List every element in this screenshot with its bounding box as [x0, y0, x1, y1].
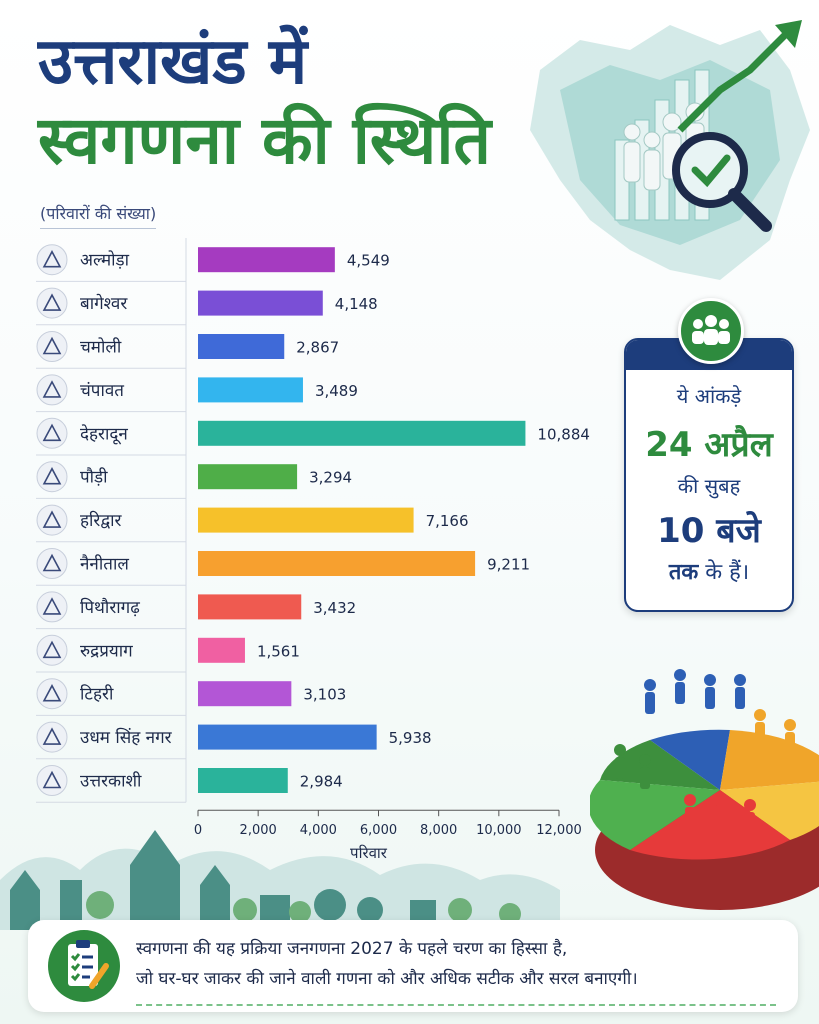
footer-line-2: जो घर-घर जाकर की जाने वाली गणना को और अध…: [136, 969, 638, 989]
info-time: 10 बजे: [657, 511, 761, 551]
value-label: 4,549: [347, 252, 390, 270]
category-label: हरिद्वार: [80, 510, 123, 531]
population-pie-illustration: [590, 669, 819, 910]
bar: [198, 681, 292, 707]
district-icon: [36, 721, 68, 753]
info-line-1: ये आंकड़े: [676, 384, 742, 408]
district-icon: [36, 461, 68, 493]
category-label: पौड़ी: [80, 467, 108, 488]
x-tick-label: 6,000: [360, 823, 397, 838]
value-label: 3,432: [313, 599, 356, 617]
category-label: उधम सिंह नगर: [80, 727, 173, 748]
district-icon: [36, 504, 68, 536]
category-label: नैनीताल: [80, 554, 129, 575]
bar: [198, 334, 285, 359]
x-axis-label: परिवार: [350, 844, 388, 862]
category-label: रुद्रप्रयाग: [80, 641, 133, 661]
x-tick-label: 2,000: [240, 823, 277, 838]
title-line-1: उत्तराखंड में: [38, 25, 308, 99]
temple-icon: [42, 597, 62, 615]
temple-icon: [42, 250, 62, 268]
district-icon: [36, 287, 68, 319]
category-label: टिहरी: [80, 684, 114, 705]
chart-subtitle: (परिवारों की संख्या): [40, 202, 157, 229]
district-icon: [36, 548, 68, 579]
temple-icon: [42, 684, 62, 702]
temple-icon: [42, 640, 62, 659]
x-tick-label: 10,000: [476, 823, 522, 838]
value-label: 3,103: [303, 686, 346, 704]
value-label: 7,166: [426, 512, 469, 530]
bar: [198, 377, 303, 403]
info-date: 24 अप्रैल: [645, 425, 773, 465]
bar: [198, 290, 323, 316]
category-label: बागेश्वर: [80, 293, 128, 314]
footer-line-1: स्वगणना की यह प्रक्रिया जनगणना 2027 के प…: [136, 939, 568, 959]
bar: [198, 420, 526, 446]
category-label: अल्मोड़ा: [80, 250, 130, 271]
temple-icon: [42, 380, 62, 398]
district-icon: [36, 591, 68, 623]
data-timestamp-box: ये आंकड़े 24 अप्रैल की सुबह 10 बजे तक के…: [624, 338, 794, 612]
x-tick-label: 12,000: [536, 823, 582, 838]
bar: [198, 247, 335, 273]
temple-icon: [42, 467, 62, 485]
category-label: चमोली: [80, 337, 122, 358]
temple-icon: [42, 293, 62, 311]
bar: [198, 637, 245, 663]
footer-text: स्वगणना की यह प्रक्रिया जनगणना 2027 के प…: [136, 934, 786, 994]
temple-icon: [42, 510, 62, 528]
district-icon: [36, 331, 68, 362]
district-icon: [36, 678, 68, 710]
temple-icon: [42, 423, 62, 442]
value-label: 1,561: [257, 642, 300, 660]
category-label: चंपावत: [80, 381, 124, 401]
people-group-icon: [678, 298, 744, 364]
district-icon: [36, 244, 68, 276]
district-icon: [36, 765, 68, 796]
x-tick-label: 4,000: [300, 823, 337, 838]
temple-icon: [42, 336, 62, 355]
info-line-5-rest: के हैं।: [698, 560, 750, 585]
category-label: उत्तरकाशी: [80, 771, 142, 792]
district-icon: [36, 374, 68, 406]
info-line-5: तक के हैं।: [626, 556, 792, 586]
info-line-5-bold: तक: [668, 560, 699, 585]
footer-note-card: स्वगणना की यह प्रक्रिया जनगणना 2027 के प…: [28, 920, 798, 1012]
x-tick-label: 8,000: [420, 823, 457, 838]
skyline-illustration: [0, 830, 560, 930]
value-label: 2,984: [300, 773, 343, 791]
district-icon: [36, 417, 68, 449]
footer-divider: [136, 1004, 776, 1006]
temple-icon: [42, 770, 62, 789]
uttarakhand-map-illustration: [530, 20, 810, 280]
value-label: 5,938: [389, 729, 432, 747]
category-label: पिथौरागढ़: [80, 597, 140, 618]
district-icon: [36, 634, 68, 666]
bar: [198, 464, 298, 490]
bar: [198, 768, 288, 793]
bar: [198, 594, 302, 620]
title-line-2: स्वगणना की स्थिति: [38, 102, 492, 179]
info-line-3: की सुबह: [677, 474, 741, 498]
clipboard-checklist-icon: [48, 930, 120, 1002]
value-label: 9,211: [487, 556, 530, 574]
value-label: 3,294: [309, 469, 352, 487]
bar: [198, 551, 476, 576]
district-bar-chart: अल्मोड़ा 4,549 बागेश्वर 4,148 चमोली 2,867 चंपा…: [36, 238, 590, 862]
temple-icon: [42, 727, 62, 745]
value-label: 3,489: [315, 382, 358, 400]
x-tick-label: 0: [194, 823, 202, 838]
category-label: देहरादून: [80, 423, 128, 444]
temple-icon: [42, 553, 62, 572]
value-label: 2,867: [296, 339, 339, 357]
bar: [198, 507, 414, 533]
value-label: 10,884: [537, 425, 590, 443]
bar: [198, 724, 377, 750]
value-label: 4,148: [335, 295, 378, 313]
